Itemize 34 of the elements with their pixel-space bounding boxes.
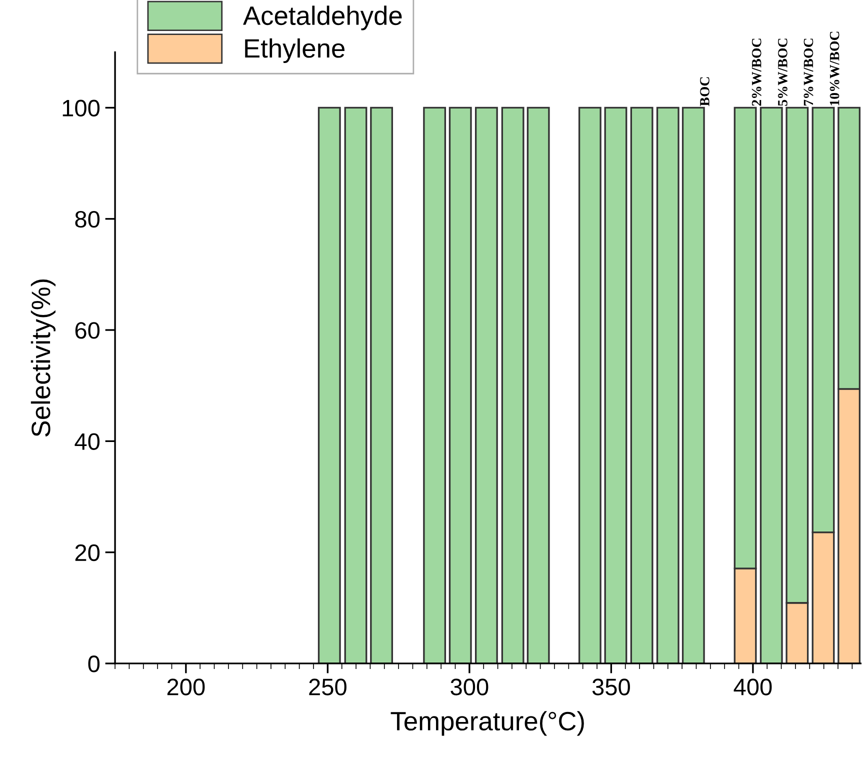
y-axis-title: Selectivity(%) bbox=[30, 280, 56, 437]
bar bbox=[682, 106, 705, 664]
bar bbox=[370, 106, 394, 664]
annotation: BOC bbox=[700, 77, 710, 106]
y-tick-label: 60 bbox=[75, 322, 100, 339]
bar bbox=[423, 106, 446, 664]
bar bbox=[578, 106, 602, 664]
y-tick-label: 40 bbox=[74, 433, 100, 450]
x-tick-label: 300 bbox=[450, 678, 488, 696]
x-tick-label: 350 bbox=[592, 678, 630, 696]
bar bbox=[318, 106, 341, 664]
bar bbox=[448, 106, 472, 664]
annotation: 7%W/BOC bbox=[804, 38, 814, 106]
legend-label: Ethylene bbox=[245, 38, 344, 63]
bar bbox=[630, 106, 654, 664]
annotation: 5%W/BOC bbox=[778, 38, 788, 106]
bar bbox=[474, 106, 498, 664]
bar bbox=[656, 106, 680, 664]
annotation: 10%W/BOC bbox=[830, 32, 840, 106]
bar bbox=[526, 106, 550, 664]
y-tick-label: 20 bbox=[75, 544, 100, 562]
legend-label: Acetaldehyde bbox=[243, 6, 402, 30]
x-axis-title: Temperature(°C) bbox=[390, 711, 584, 736]
annotation: 2%W/BOC bbox=[752, 38, 762, 106]
bar bbox=[760, 106, 783, 664]
bar bbox=[604, 106, 628, 664]
x-tick-label: 200 bbox=[167, 678, 205, 696]
y-tick-label: 100 bbox=[62, 100, 100, 117]
x-tick-label: 250 bbox=[309, 678, 346, 696]
bar bbox=[344, 106, 368, 664]
bar bbox=[501, 106, 524, 664]
y-tick-label: 0 bbox=[88, 656, 100, 672]
y-tick-label: 80 bbox=[75, 210, 100, 228]
x-tick-label: 400 bbox=[734, 678, 772, 696]
